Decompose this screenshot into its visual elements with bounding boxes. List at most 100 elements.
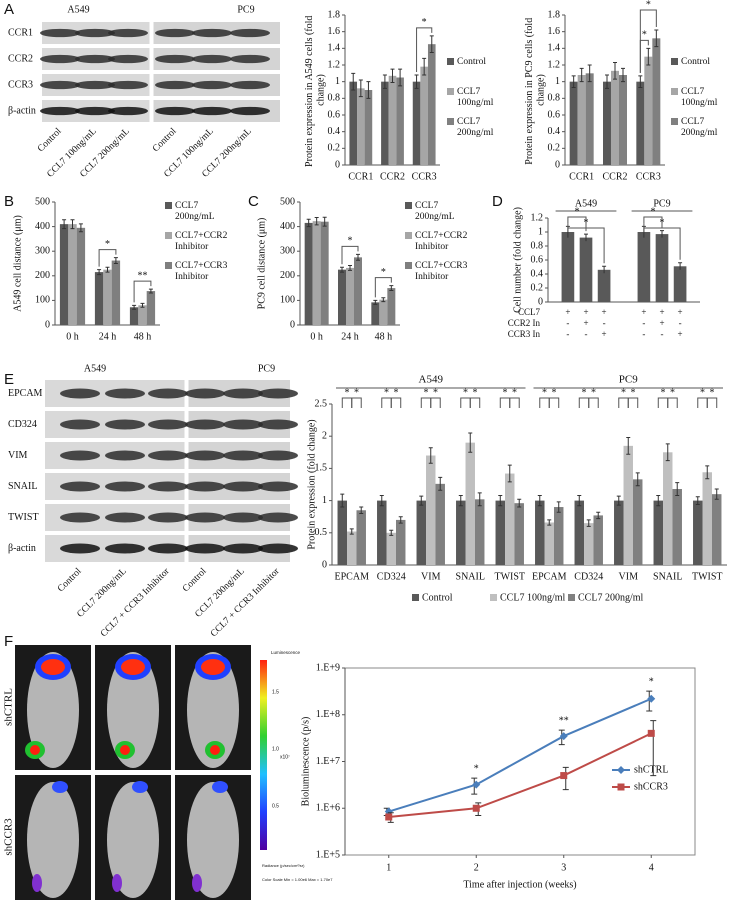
lane-label: Control [56, 566, 84, 594]
x-tick-label: CCR2 [602, 171, 627, 182]
blot-band [105, 419, 145, 430]
bar [364, 90, 373, 165]
text-line: CCL7 [415, 201, 441, 211]
significance-bracket [567, 216, 587, 232]
y-tick-label: 400 [280, 221, 295, 232]
blot-band [40, 80, 80, 90]
bar [553, 507, 564, 565]
x-tick-label: CD324 [377, 571, 406, 582]
x-tick-label: TWIST [494, 571, 525, 582]
panel-letter: F [4, 633, 13, 650]
x-tick-label: EPCAM [532, 571, 567, 582]
bar [371, 302, 380, 325]
significance-label: * [649, 676, 654, 687]
line [388, 697, 652, 813]
error-bar [358, 79, 363, 98]
legend-swatch [447, 118, 454, 125]
y-tick-label: 100 [280, 295, 295, 306]
cell-line-label: A549 [84, 363, 106, 374]
legend-swatch [490, 594, 497, 601]
error-bar [105, 266, 110, 273]
signal [210, 745, 220, 755]
y-tick-label: 0 [555, 159, 560, 170]
bar [644, 56, 653, 165]
bar [465, 442, 475, 565]
error-bar [714, 488, 719, 500]
error-bar [389, 285, 394, 292]
x-tick-label: CCR1 [348, 171, 373, 182]
cell-line-label: PC9 [258, 363, 275, 374]
colorbar-tick: 1.5 [272, 689, 279, 695]
significance-bracket [341, 245, 359, 265]
legend-swatch [671, 58, 678, 65]
y-tick-label: 1.2 [548, 59, 561, 70]
error-bar [577, 494, 582, 507]
legend-swatch [568, 594, 575, 601]
group-label: A549 [575, 198, 597, 209]
condition-sign: - [642, 318, 645, 328]
mouse-body [187, 782, 239, 898]
bar [426, 455, 436, 565]
y-tick-label: 300 [35, 245, 50, 256]
significance-label: * [621, 387, 626, 398]
legend-swatch [165, 262, 172, 269]
lane-label: Control [151, 126, 179, 154]
x-tick-label: TWIST [692, 571, 723, 582]
significance-bracket [499, 397, 511, 408]
blot-band [155, 28, 195, 38]
legend-label: CCL7 200ng/mL [175, 201, 215, 222]
legend-marker [617, 766, 625, 774]
significance-label: * [474, 763, 479, 774]
legend-label: CCL7+CCR2 Inhibitor [175, 231, 230, 252]
y-tick-label: 200 [280, 270, 295, 281]
group-label: A549 [419, 374, 444, 386]
error-bar [359, 506, 364, 514]
significance-bracket [627, 397, 639, 408]
legend-label: shCCR3 [634, 781, 668, 792]
significance-label: * [463, 387, 468, 398]
significance-label: * [542, 387, 547, 398]
protein-label: CCR3 [8, 79, 33, 90]
legend-label: CCL7 200ng/ml [457, 117, 494, 138]
blot-band [155, 80, 195, 90]
text-line: change) [536, 74, 547, 106]
significance-label: * [424, 387, 429, 398]
blot-band [155, 106, 195, 116]
text-line: CCL7+CCR3 [415, 261, 470, 271]
condition-sign: - [661, 329, 664, 339]
x-tick-label: 2 [474, 862, 479, 873]
y-tick-label: 1.6 [548, 26, 561, 37]
x-tick-label: 0 h [66, 331, 79, 342]
error-bar [656, 494, 661, 507]
bar [146, 291, 156, 325]
significance-bracket [548, 397, 560, 408]
y-tick-label: 0 [45, 319, 50, 330]
blot-band [185, 512, 225, 523]
bar [386, 532, 396, 565]
legend-marker [617, 783, 625, 791]
blot-band [40, 54, 80, 64]
blot-band [75, 80, 115, 90]
bar [584, 523, 594, 565]
condition-sign: + [659, 307, 664, 317]
cell-line-label: A549 [67, 4, 89, 15]
condition-sign: - [566, 318, 569, 328]
text-line: Protein expression in A549 cells (fold [304, 13, 315, 167]
bar [103, 269, 112, 325]
bar [346, 267, 354, 325]
marker [472, 780, 481, 789]
text-line: Inhibitor [415, 242, 449, 252]
x-tick-label: CCR1 [569, 171, 594, 182]
condition-sign: - [603, 318, 606, 328]
error-bar [660, 230, 664, 238]
legend-label: Control [457, 57, 486, 67]
bar [387, 288, 396, 325]
legend-swatch [405, 202, 412, 209]
y-tick-label: 0.2 [548, 143, 561, 154]
x-tick-label: CCR2 [380, 171, 405, 182]
y-tick-label: 0 [538, 296, 543, 307]
condition-sign: + [583, 307, 588, 317]
y-tick-label: 0.6 [328, 109, 341, 120]
significance-bracket [416, 27, 433, 72]
bar [632, 479, 643, 565]
